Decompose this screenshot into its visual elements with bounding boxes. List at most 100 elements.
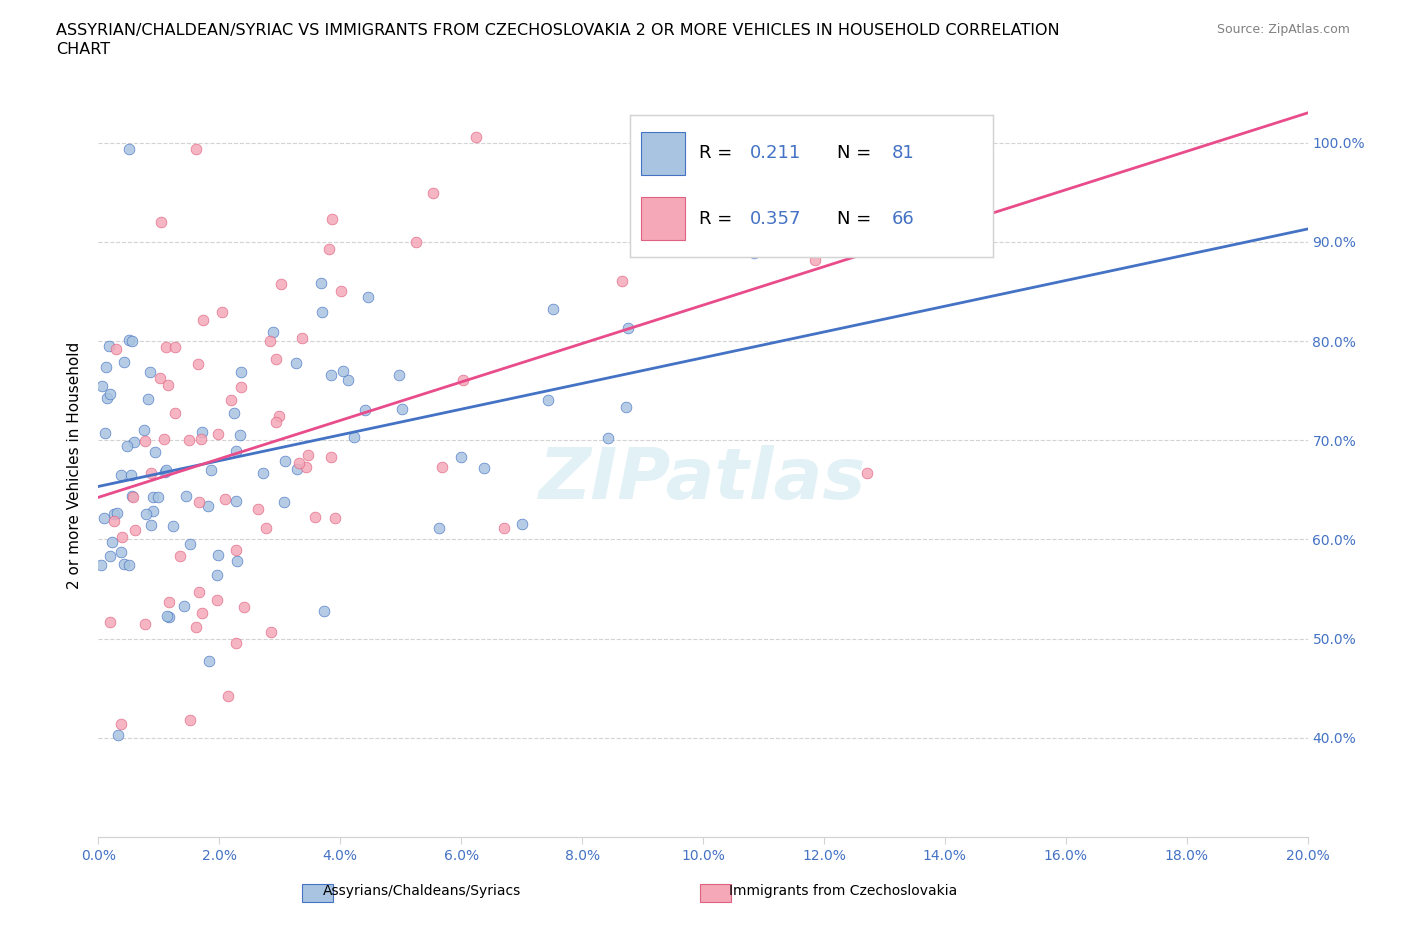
Point bbox=[156, 608, 179, 623]
Point bbox=[610, 273, 633, 288]
Point bbox=[186, 619, 208, 634]
Point bbox=[537, 392, 560, 407]
Point bbox=[284, 355, 307, 370]
Point bbox=[232, 599, 254, 614]
Point bbox=[94, 360, 117, 375]
Point bbox=[153, 432, 176, 446]
Point bbox=[104, 341, 127, 356]
Point bbox=[207, 592, 229, 607]
Point bbox=[297, 447, 319, 462]
Point bbox=[270, 276, 292, 291]
Point bbox=[98, 387, 121, 402]
Point bbox=[124, 523, 146, 538]
Point bbox=[103, 507, 125, 522]
Point bbox=[98, 615, 121, 630]
Point bbox=[103, 513, 125, 528]
Point bbox=[472, 460, 495, 475]
Point bbox=[197, 498, 219, 513]
Point bbox=[211, 305, 233, 320]
Point bbox=[262, 325, 284, 339]
Point bbox=[252, 466, 274, 481]
Point bbox=[323, 511, 346, 525]
Point bbox=[226, 554, 249, 569]
Point bbox=[259, 624, 281, 639]
Point bbox=[142, 490, 165, 505]
Text: ASSYRIAN/CHALDEAN/SYRIAC VS IMMIGRANTS FROM CZECHOSLOVAKIA 2 OR MORE VEHICLES IN: ASSYRIAN/CHALDEAN/SYRIAC VS IMMIGRANTS F… bbox=[56, 23, 1060, 38]
Point bbox=[139, 465, 162, 480]
Point bbox=[111, 530, 134, 545]
Point bbox=[200, 463, 222, 478]
Point bbox=[264, 415, 287, 430]
Point bbox=[453, 373, 475, 388]
Point bbox=[221, 392, 243, 407]
Point bbox=[259, 334, 281, 349]
Point bbox=[225, 635, 247, 650]
Point bbox=[143, 445, 166, 459]
Point bbox=[150, 214, 173, 229]
Point bbox=[617, 321, 640, 336]
Point bbox=[273, 454, 295, 469]
Point bbox=[614, 400, 637, 415]
Point bbox=[96, 391, 118, 405]
Point bbox=[134, 433, 156, 448]
Point bbox=[110, 545, 132, 560]
Point bbox=[162, 518, 184, 533]
Point bbox=[169, 548, 191, 563]
Point bbox=[97, 339, 120, 353]
Point bbox=[98, 549, 121, 564]
Point bbox=[273, 495, 295, 510]
Point bbox=[217, 688, 239, 703]
Point bbox=[427, 521, 450, 536]
Point bbox=[112, 556, 135, 571]
Point bbox=[247, 501, 270, 516]
Point bbox=[205, 567, 228, 582]
Point bbox=[173, 598, 195, 613]
Point bbox=[112, 355, 135, 370]
Point bbox=[190, 605, 212, 620]
Point bbox=[311, 305, 333, 320]
Point bbox=[188, 494, 211, 509]
Point bbox=[207, 426, 229, 441]
Point bbox=[254, 521, 277, 536]
Point bbox=[94, 426, 117, 441]
Point bbox=[804, 252, 827, 267]
Point bbox=[391, 401, 413, 416]
Point bbox=[198, 653, 221, 668]
Point bbox=[288, 455, 311, 470]
Point bbox=[157, 594, 180, 609]
Point bbox=[388, 367, 411, 382]
Point bbox=[264, 352, 287, 366]
Point bbox=[269, 408, 291, 423]
Point bbox=[90, 558, 112, 573]
Point bbox=[321, 211, 343, 226]
Point bbox=[856, 465, 879, 480]
Point bbox=[179, 537, 201, 551]
Point bbox=[93, 511, 115, 525]
Point bbox=[110, 717, 132, 732]
Point bbox=[155, 462, 177, 477]
Point bbox=[139, 365, 162, 379]
Y-axis label: 2 or more Vehicles in Household: 2 or more Vehicles in Household bbox=[67, 341, 83, 589]
Point bbox=[231, 380, 253, 395]
Point bbox=[187, 357, 209, 372]
Point bbox=[312, 604, 335, 618]
Point bbox=[190, 432, 212, 446]
Point bbox=[132, 422, 155, 437]
Point bbox=[105, 506, 128, 521]
Point bbox=[148, 371, 170, 386]
Point bbox=[121, 489, 143, 504]
Point bbox=[122, 490, 145, 505]
Point bbox=[742, 246, 765, 260]
Point bbox=[90, 379, 112, 393]
Point bbox=[337, 372, 360, 387]
Point bbox=[422, 185, 444, 200]
Point bbox=[118, 332, 141, 347]
Point bbox=[190, 425, 212, 440]
Point bbox=[101, 535, 124, 550]
Point bbox=[357, 289, 380, 304]
Point bbox=[139, 517, 162, 532]
Point bbox=[135, 507, 157, 522]
Point bbox=[494, 521, 516, 536]
Point bbox=[179, 712, 201, 727]
Point bbox=[136, 392, 159, 406]
